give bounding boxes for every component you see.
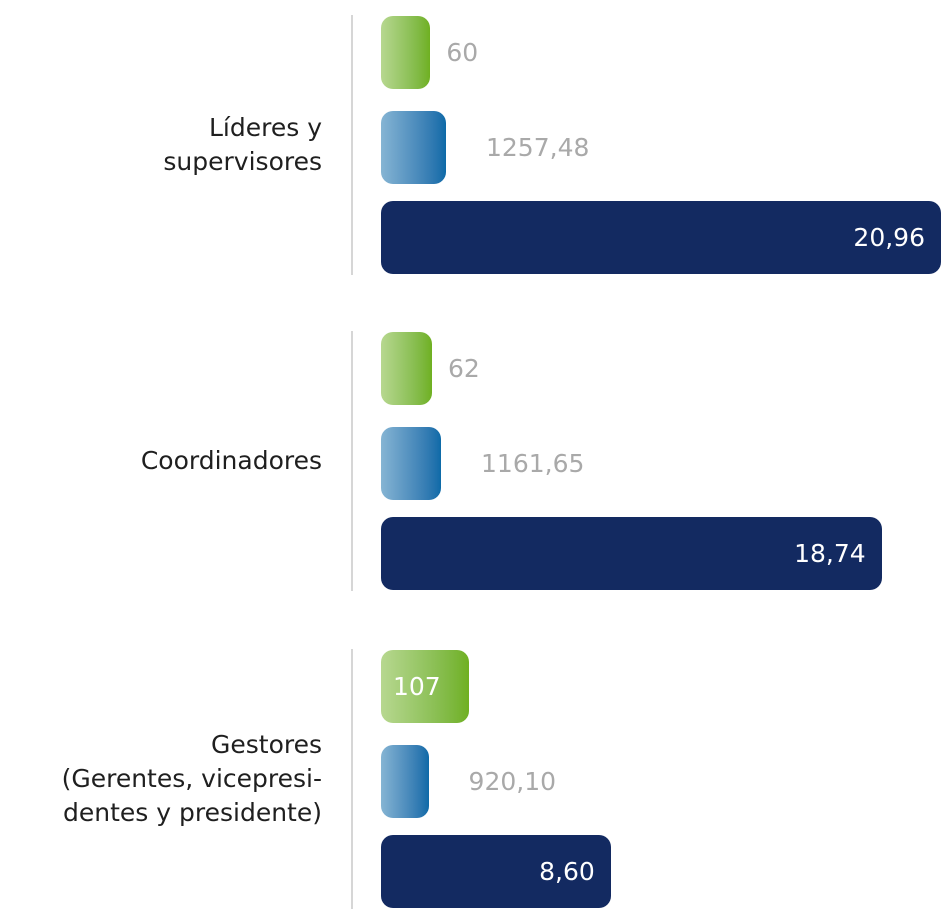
value-label: 18,74	[794, 539, 866, 568]
value-label: 62	[447, 354, 480, 383]
category-label: Líderes y supervisores	[163, 113, 322, 176]
axis-line	[351, 331, 353, 591]
axis-line	[351, 649, 353, 909]
value-label: 8,60	[539, 857, 595, 886]
value-label: 60	[446, 38, 479, 67]
category-label: Coordinadores	[140, 446, 322, 475]
value-label: 920,10	[468, 767, 557, 796]
value-label: 107	[393, 672, 441, 701]
axis-line	[351, 15, 353, 275]
value-label: 20,96	[853, 223, 925, 252]
bar	[381, 332, 432, 405]
value-label: 1161,65	[481, 449, 585, 478]
bar	[381, 835, 611, 908]
bar	[381, 111, 446, 184]
bar	[381, 650, 469, 723]
bar	[381, 201, 941, 274]
bar	[381, 745, 429, 818]
category-label: Gestores (Gerentes, vicepresi- dentes y …	[61, 730, 322, 827]
value-label: 1257,48	[486, 133, 590, 162]
bar	[381, 16, 431, 89]
bar	[381, 517, 882, 590]
bar	[381, 427, 442, 500]
